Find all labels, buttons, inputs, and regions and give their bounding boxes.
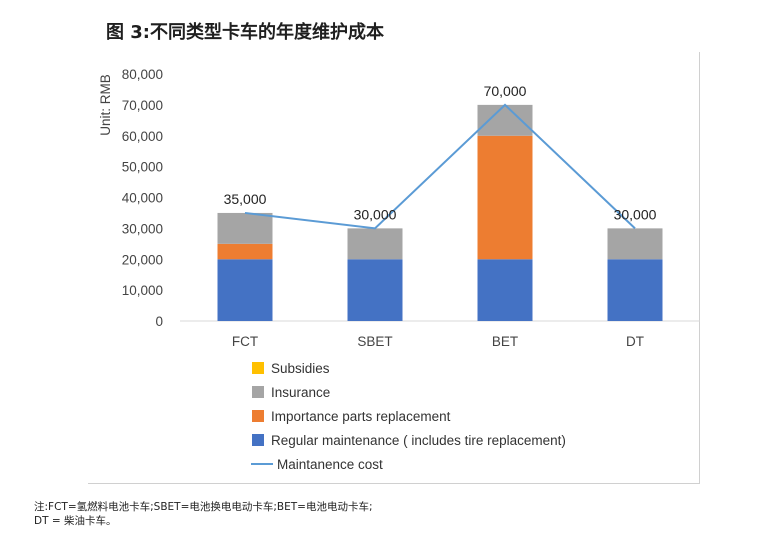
chart-frame (88, 52, 700, 484)
legend-swatch (252, 362, 264, 374)
legend-swatch (252, 410, 264, 422)
bar-insurance-sbet (347, 228, 403, 260)
x-tick-label: DT (626, 334, 644, 349)
y-tick-label: 60,000 (122, 129, 163, 144)
bar-importance-fct (217, 243, 273, 260)
bar-insurance-bet (477, 104, 533, 136)
x-tick-label: FCT (232, 334, 258, 349)
y-tick-label: 30,000 (122, 221, 163, 236)
data-label: 70,000 (484, 83, 527, 99)
legend-label: Regular maintenance ( includes tire repl… (271, 433, 566, 448)
bar-insurance-fct (217, 212, 273, 244)
y-tick-label: 10,000 (122, 283, 163, 298)
legend-label: Maintanence cost (277, 457, 383, 472)
footnote: 注:FCT=氢燃料电池卡车;SBET=电池换电电动卡车;BET=电池电动卡车; … (34, 500, 373, 528)
footnote-line-1: 注:FCT=氢燃料电池卡车;SBET=电池换电电动卡车;BET=电池电动卡车; (34, 501, 373, 513)
data-label: 35,000 (224, 191, 267, 207)
y-tick-label: 20,000 (122, 252, 163, 267)
footnote-line-2: DT = 柴油卡车。 (34, 515, 117, 527)
legend-swatch (252, 386, 264, 398)
chart-svg: 0 10,000 20,000 30,000 40,000 50,000 60,000 70,… (98, 67, 700, 472)
bar-insurance-dt (607, 228, 663, 260)
bar-importance-bet (477, 135, 533, 260)
y-tick-label: 70,000 (122, 98, 163, 113)
x-tick-label: SBET (357, 334, 392, 349)
maintenance-cost-line (244, 103, 636, 230)
data-label: 30,000 (354, 206, 397, 222)
y-tick-label: 40,000 (122, 191, 163, 206)
bar-regular-bet (477, 259, 533, 321)
legend-label: Insurance (271, 385, 330, 400)
legend-label: Importance parts replacement (271, 409, 451, 424)
legend-swatch (252, 434, 264, 446)
legend-label: Subsidies (271, 361, 330, 376)
x-tick-label: BET (492, 334, 518, 349)
y-tick-label: 0 (155, 314, 163, 329)
bar-regular-sbet (347, 259, 403, 321)
bar-regular-fct (217, 259, 273, 321)
y-tick-label: 80,000 (122, 67, 163, 82)
y-tick-label: 50,000 (122, 160, 163, 175)
y-axis-title: Unit: RMB (98, 74, 113, 136)
data-label: 30,000 (614, 206, 657, 222)
figure-title: 图 3:不同类型卡车的年度维护成本 (106, 22, 384, 43)
bar-regular-dt (607, 259, 663, 321)
